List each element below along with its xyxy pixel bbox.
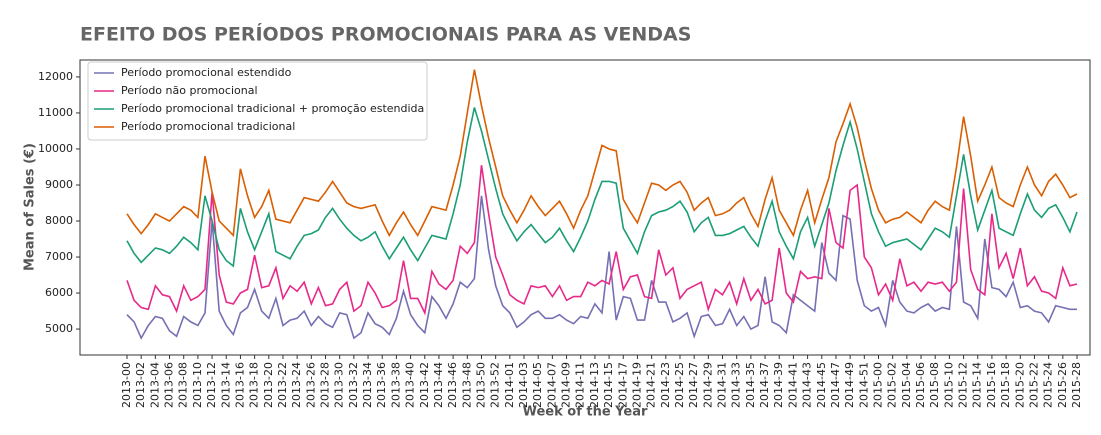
x-tick-label: 2013-32 (347, 362, 360, 408)
y-tick-label: 5000 (45, 322, 73, 335)
x-tick-label: 2013-10 (191, 362, 204, 408)
x-tick-label: 2015-28 (1070, 362, 1083, 408)
legend-box (87, 61, 428, 141)
x-tick-label: 2015-14 (971, 362, 984, 408)
x-tick-label: 2015-24 (1042, 362, 1055, 408)
x-tick-label: 2015-26 (1056, 362, 1069, 408)
x-tick-label: 2013-08 (177, 362, 190, 408)
x-tick-label: 2014-05 (531, 362, 544, 408)
x-tick-label: 2014-21 (645, 362, 658, 408)
x-tick-label: 2013-22 (276, 362, 289, 408)
x-tick-label: 2014-29 (701, 362, 714, 408)
x-tick-label: 2013-42 (418, 362, 431, 408)
x-tick-label: 2015-08 (928, 362, 941, 408)
x-tick-label: 2014-49 (843, 362, 856, 408)
x-tick-label: 2013-04 (148, 362, 161, 408)
x-tick-label: 2014-51 (857, 362, 870, 408)
x-tick-label: 2013-14 (219, 362, 232, 408)
y-tick-label: 8000 (45, 214, 73, 227)
x-tick-label: 2014-41 (786, 362, 799, 408)
x-axis-label: Week of the Year (523, 405, 648, 420)
x-tick-label: 2014-43 (801, 362, 814, 408)
x-tick-label: 2014-25 (673, 362, 686, 408)
x-tick-label: 2014-07 (545, 362, 558, 408)
legend-label: Período promocional estendido (121, 66, 292, 79)
y-tick-label: 12000 (38, 70, 73, 83)
x-tick-label: 2015-02 (886, 362, 899, 408)
x-tick-label: 2014-45 (815, 362, 828, 408)
y-axis-label: Mean of Sales (€) (23, 143, 38, 271)
x-tick-label: 2014-13 (588, 362, 601, 408)
x-tick-label: 2013-00 (120, 362, 133, 408)
legend-label: Período promocional tradicional (121, 120, 295, 133)
x-tick-label: 2014-39 (772, 362, 785, 408)
x-tick-label: 2013-02 (134, 362, 147, 408)
x-tick-label: 2014-01 (503, 362, 516, 408)
x-tick-label: 2014-03 (517, 362, 530, 408)
x-tick-label: 2015-00 (871, 362, 884, 408)
series-line (126, 69, 1078, 238)
x-tick-label: 2014-17 (616, 362, 629, 408)
x-tick-label: 2014-31 (716, 362, 729, 408)
x-tick-label: 2014-33 (730, 362, 743, 408)
x-tick-label: 2015-22 (1027, 362, 1040, 408)
x-tick-label: 2013-12 (205, 362, 218, 408)
y-tick-label: 11000 (38, 106, 73, 119)
x-tick-label: 2014-11 (574, 362, 587, 408)
x-tick-label: 2015-16 (985, 362, 998, 408)
x-tick-label: 2013-36 (375, 362, 388, 408)
x-tick-label: 2013-20 (262, 362, 275, 408)
x-tick-label: 2013-40 (404, 362, 417, 408)
x-tick-label: 2013-26 (304, 362, 317, 408)
x-tick-label: 2015-12 (957, 362, 970, 408)
x-tick-label: 2013-46 (446, 362, 459, 408)
x-tick-label: 2014-23 (659, 362, 672, 408)
x-tick-label: 2014-27 (687, 362, 700, 408)
y-tick-label: 7000 (45, 250, 73, 263)
x-tick-label: 2013-16 (233, 362, 246, 408)
x-tick-label: 2013-18 (248, 362, 261, 408)
legend-label: Período não promocional (121, 84, 258, 97)
x-tick-label: 2015-10 (942, 362, 955, 408)
x-tick-label: 2013-44 (432, 362, 445, 408)
x-tick-label: 2013-38 (389, 362, 402, 408)
x-tick-label: 2014-19 (630, 362, 643, 408)
x-tick-label: 2015-04 (900, 362, 913, 408)
x-tick-label: 2013-28 (319, 362, 332, 408)
x-tick-label: 2014-09 (560, 362, 573, 408)
x-tick-label: 2014-47 (829, 362, 842, 408)
y-tick-label: 6000 (45, 286, 73, 299)
x-tick-label: 2013-50 (474, 362, 487, 408)
legend-label: Período promocional tradicional + promoç… (121, 102, 424, 115)
x-tick-label: 2014-15 (602, 362, 615, 408)
x-tick-label: 2014-37 (758, 362, 771, 408)
x-tick-label: 2013-48 (460, 362, 473, 408)
x-tick-label: 2015-20 (1013, 362, 1026, 408)
plot-frame (79, 59, 1091, 356)
x-tick-label: 2014-35 (744, 362, 757, 408)
x-tick-label: 2015-06 (914, 362, 927, 408)
y-tick-label: 9000 (45, 178, 73, 191)
x-tick-label: 2013-52 (489, 362, 502, 408)
y-tick-label: 10000 (38, 142, 73, 155)
chart-title: EFEITO DOS PERÍODOS PROMOCIONAIS PARA AS… (80, 23, 691, 46)
x-tick-label: 2013-24 (290, 362, 303, 408)
x-tick-label: 2015-18 (999, 362, 1012, 408)
x-tick-label: 2013-30 (333, 362, 346, 408)
series-line (126, 165, 1078, 316)
series-line (126, 107, 1078, 268)
series-line (126, 195, 1077, 340)
x-tick-label: 2013-06 (163, 362, 176, 408)
x-tick-label: 2013-34 (361, 362, 374, 408)
